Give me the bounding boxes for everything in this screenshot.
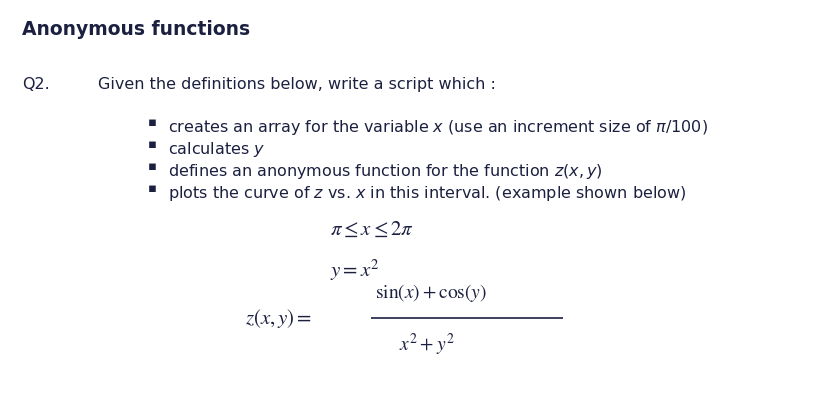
Text: plots the curve of $z$ vs. $x$ in this interval. (example shown below): plots the curve of $z$ vs. $x$ in this i… (168, 184, 686, 203)
Text: ▪: ▪ (148, 116, 157, 129)
Text: Given the definitions below, write a script which :: Given the definitions below, write a scr… (98, 77, 496, 92)
Text: $\pi \leq x \leq 2\pi$: $\pi \leq x \leq 2\pi$ (330, 220, 414, 240)
Text: $x^2 + y^2$: $x^2 + y^2$ (399, 332, 454, 358)
Text: ▪: ▪ (148, 182, 157, 195)
Text: creates an array for the variable $x$ (use an increment size of $\pi$/100): creates an array for the variable $x$ (u… (168, 118, 708, 137)
Text: calculates $y$: calculates $y$ (168, 140, 265, 159)
Text: $\sin(x) + \cos(y)$: $\sin(x) + \cos(y)$ (375, 282, 487, 304)
Text: ▪: ▪ (148, 160, 157, 173)
Text: Anonymous functions: Anonymous functions (22, 20, 250, 39)
Text: $y = x^2$: $y = x^2$ (330, 258, 380, 283)
Text: $z(x, y) =$: $z(x, y) =$ (245, 306, 312, 330)
Text: Q2.: Q2. (22, 77, 50, 92)
Text: ▪: ▪ (148, 138, 157, 151)
Text: defines an anonymous function for the function $z(x,y)$: defines an anonymous function for the fu… (168, 162, 603, 181)
